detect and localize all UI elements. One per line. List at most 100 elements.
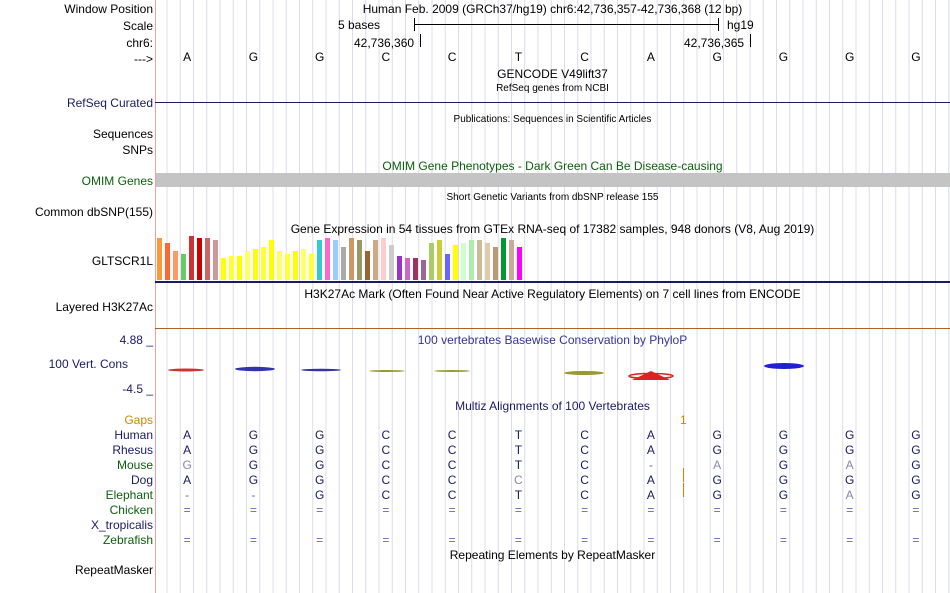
gtex-tissue-bar[interactable] bbox=[205, 238, 210, 280]
aligned-base: G bbox=[911, 443, 921, 457]
base-letter: C bbox=[580, 50, 589, 64]
gtex-tissue-bar[interactable] bbox=[445, 253, 450, 280]
phylop-track-label[interactable]: 100 Vert. Cons bbox=[48, 357, 128, 371]
phylop-mark bbox=[369, 370, 405, 372]
gtex-tissue-bar[interactable] bbox=[381, 238, 386, 280]
gtex-tissue-bar[interactable] bbox=[221, 258, 226, 280]
gtex-tissue-bar[interactable] bbox=[421, 260, 426, 280]
gtex-tissue-bar[interactable] bbox=[517, 247, 522, 280]
aligned-base: = bbox=[846, 503, 854, 517]
gtex-tissue-bar[interactable] bbox=[301, 249, 306, 280]
coord-left: 42,736,360 bbox=[354, 36, 415, 50]
sequences-track-label[interactable]: Sequences bbox=[92, 127, 153, 141]
gtex-tissue-bar[interactable] bbox=[261, 247, 266, 280]
gtex-tissue-bar[interactable] bbox=[317, 240, 322, 280]
gtex-tissue-bar[interactable] bbox=[501, 238, 506, 280]
gtex-tissue-bar[interactable] bbox=[197, 238, 202, 280]
aligned-base: = bbox=[316, 503, 324, 517]
gtex-tissue-bar[interactable] bbox=[309, 253, 314, 280]
aligned-base: G bbox=[911, 458, 921, 472]
gtex-tissue-bar[interactable] bbox=[437, 240, 442, 280]
snps-track-label[interactable]: SNPs bbox=[122, 143, 153, 157]
gtex-tissue-bar[interactable] bbox=[341, 247, 346, 280]
coord-left-tick bbox=[420, 34, 421, 47]
aligned-base: A bbox=[713, 458, 722, 472]
omim-track-title[interactable]: OMIM Gene Phenotypes - Dark Green Can Be… bbox=[382, 159, 723, 173]
species-label[interactable]: Mouse bbox=[116, 458, 153, 472]
gtex-tissue-bar[interactable] bbox=[253, 249, 258, 280]
gtex-tissue-bar[interactable] bbox=[397, 255, 402, 280]
gtex-tissue-bar[interactable] bbox=[485, 242, 490, 280]
gtex-tissue-bar[interactable] bbox=[389, 244, 394, 280]
refseq-track-label[interactable]: RefSeq Curated bbox=[66, 96, 153, 110]
gtex-tissue-bar[interactable] bbox=[173, 251, 178, 280]
gtex-tissue-bar[interactable] bbox=[493, 247, 498, 280]
dbsnp-track-label[interactable]: Common dbSNP(155) bbox=[34, 205, 153, 219]
gtex-tissue-bar[interactable] bbox=[509, 240, 514, 280]
aligned-base: C bbox=[447, 428, 457, 442]
gaps-label[interactable]: Gaps bbox=[124, 413, 153, 427]
aligned-base: = bbox=[912, 503, 920, 517]
gtex-tissue-bar[interactable] bbox=[333, 240, 338, 280]
gtex-tissue-bar[interactable] bbox=[405, 258, 410, 280]
gtex-tissue-bar[interactable] bbox=[165, 242, 170, 280]
gtex-track-title[interactable]: Gene Expression in 54 tissues from GTEx … bbox=[290, 222, 815, 236]
aligned-base: T bbox=[514, 488, 523, 502]
gtex-tissue-bar[interactable] bbox=[469, 240, 474, 280]
gtex-tissue-bar[interactable] bbox=[357, 240, 362, 280]
gtex-tissue-bar[interactable] bbox=[285, 253, 290, 280]
gtex-tissue-bar[interactable] bbox=[245, 251, 250, 280]
gtex-tissue-bar[interactable] bbox=[373, 240, 378, 280]
gtex-tissue-bar[interactable] bbox=[461, 242, 466, 280]
aligned-base: - bbox=[251, 488, 256, 502]
multiz-track-title[interactable]: Multiz Alignments of 100 Vertebrates bbox=[455, 399, 650, 413]
dbsnp-track-title[interactable]: Short Genetic Variants from dbSNP releas… bbox=[446, 192, 659, 203]
aligned-base: = bbox=[912, 533, 920, 547]
h3k27ac-track-label[interactable]: Layered H3K27Ac bbox=[55, 300, 153, 314]
gtex-tissue-bar[interactable] bbox=[157, 238, 162, 280]
phylop-track-title[interactable]: 100 vertebrates Basewise Conservation by… bbox=[417, 333, 688, 347]
gtex-tissue-bar[interactable] bbox=[349, 238, 354, 280]
omim-track-label[interactable]: OMIM Genes bbox=[81, 174, 153, 188]
gtex-tissue-bar[interactable] bbox=[229, 255, 234, 280]
species-label[interactable]: Dog bbox=[130, 473, 153, 487]
gencode-track-title[interactable]: GENCODE V49lift37 bbox=[497, 67, 608, 81]
aligned-base: G bbox=[778, 488, 789, 502]
gtex-tissue-bar[interactable] bbox=[453, 244, 458, 280]
species-label[interactable]: Human bbox=[114, 428, 153, 442]
species-label[interactable]: X_tropicalis bbox=[90, 518, 153, 532]
phylop-logo[interactable] bbox=[156, 360, 950, 384]
species-label[interactable]: Chicken bbox=[109, 503, 153, 517]
publications-track-title[interactable]: Publications: Sequences in Scientific Ar… bbox=[453, 114, 652, 125]
species-label[interactable]: Rhesus bbox=[112, 443, 153, 457]
species-label[interactable]: Elephant bbox=[105, 488, 153, 502]
scale-assembly: hg19 bbox=[727, 18, 754, 32]
gtex-tissue-bar[interactable] bbox=[293, 251, 298, 280]
aligned-base: = bbox=[779, 503, 787, 517]
gtex-tissue-bar[interactable] bbox=[277, 251, 282, 280]
gtex-tissue-bar[interactable] bbox=[269, 240, 274, 280]
gtex-track-label[interactable]: GLTSCR1L bbox=[91, 254, 153, 268]
phylop-mark bbox=[434, 370, 470, 372]
gtex-tissue-bar[interactable] bbox=[477, 240, 482, 280]
aligned-base: G bbox=[712, 473, 722, 487]
gtex-tissue-bar[interactable] bbox=[413, 258, 418, 280]
gtex-tissue-bar[interactable] bbox=[429, 242, 434, 280]
repeatmasker-track-title[interactable]: Repeating Elements by RepeatMasker bbox=[449, 548, 656, 562]
repeatmasker-track-label[interactable]: RepeatMasker bbox=[74, 563, 153, 577]
aligned-base: C bbox=[381, 488, 391, 502]
coord-right: 42,736,365 bbox=[684, 36, 745, 50]
gtex-tissue-bar[interactable] bbox=[213, 240, 218, 280]
window-position-value: Human Feb. 2009 (GRCh37/hg19) chr6:42,73… bbox=[362, 2, 743, 16]
gtex-tissue-bar[interactable] bbox=[181, 253, 186, 280]
aligned-base: G bbox=[182, 458, 192, 472]
gtex-expression-bars[interactable] bbox=[156, 236, 536, 280]
omim-track-bar[interactable] bbox=[156, 173, 950, 187]
species-label[interactable]: Zebrafish bbox=[102, 533, 153, 547]
gtex-tissue-bar[interactable] bbox=[237, 255, 242, 280]
gtex-tissue-bar[interactable] bbox=[365, 251, 370, 280]
gtex-tissue-bar[interactable] bbox=[189, 236, 194, 280]
gtex-tissue-bar[interactable] bbox=[325, 238, 330, 280]
aligned-base: A bbox=[845, 488, 854, 502]
h3k27ac-track-title[interactable]: H3K27Ac Mark (Often Found Near Active Re… bbox=[304, 287, 801, 301]
